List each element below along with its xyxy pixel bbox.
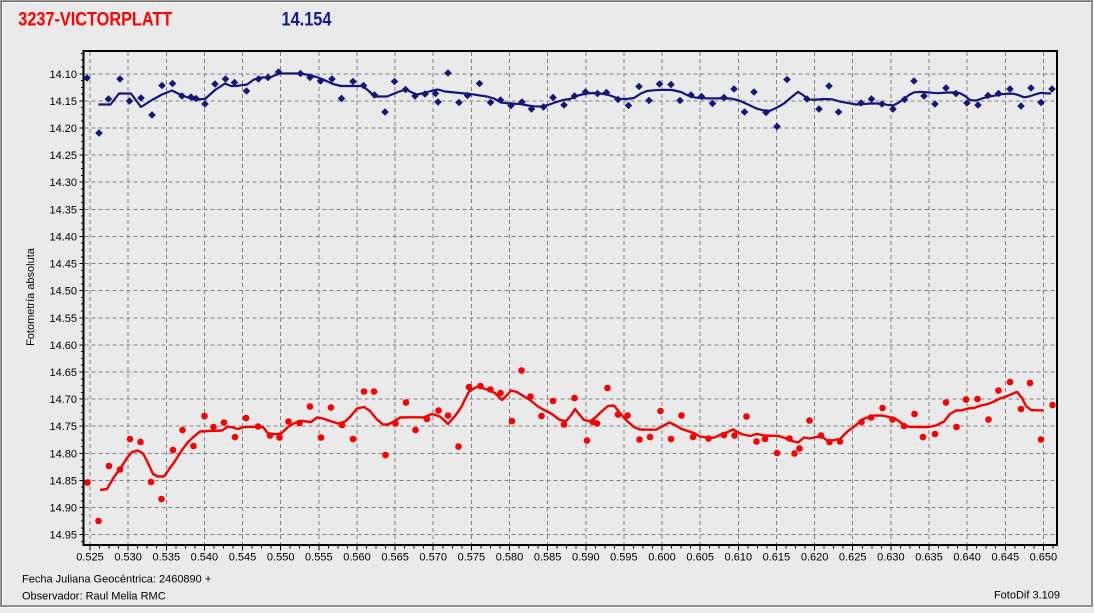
svg-text:0.575: 0.575: [458, 552, 486, 564]
svg-text:14.15: 14.15: [49, 96, 77, 108]
svg-text:FotoDif 3.109: FotoDif 3.109: [994, 590, 1060, 602]
svg-text:14.80: 14.80: [49, 448, 77, 460]
svg-text:0.570: 0.570: [419, 552, 447, 564]
svg-text:14.70: 14.70: [49, 394, 77, 406]
svg-text:14.154: 14.154: [282, 10, 332, 31]
svg-text:3237-VICTORPLATT: 3237-VICTORPLATT: [18, 10, 172, 31]
svg-text:0.625: 0.625: [839, 552, 867, 564]
svg-text:14.50: 14.50: [49, 286, 77, 298]
svg-text:0.600: 0.600: [648, 552, 676, 564]
svg-text:0.585: 0.585: [534, 552, 562, 564]
svg-text:14.10: 14.10: [49, 69, 77, 81]
svg-text:0.545: 0.545: [229, 552, 257, 564]
svg-text:0.615: 0.615: [763, 552, 791, 564]
svg-text:14.65: 14.65: [49, 367, 77, 379]
svg-text:0.535: 0.535: [153, 552, 181, 564]
svg-text:0.565: 0.565: [381, 552, 409, 564]
svg-text:0.540: 0.540: [191, 552, 219, 564]
svg-text:0.555: 0.555: [305, 552, 333, 564]
svg-text:14.20: 14.20: [49, 123, 77, 135]
svg-text:0.550: 0.550: [267, 552, 295, 564]
svg-text:0.530: 0.530: [114, 552, 142, 564]
svg-text:14.95: 14.95: [49, 530, 77, 542]
svg-text:0.605: 0.605: [686, 552, 714, 564]
svg-text:14.30: 14.30: [49, 177, 77, 189]
svg-text:0.645: 0.645: [992, 552, 1020, 564]
svg-text:14.85: 14.85: [49, 475, 77, 487]
svg-text:0.640: 0.640: [953, 552, 981, 564]
svg-text:Observador: Raul Melia RMC: Observador: Raul Melia RMC: [22, 591, 166, 603]
svg-text:0.580: 0.580: [496, 552, 524, 564]
svg-text:0.590: 0.590: [572, 552, 600, 564]
svg-text:0.630: 0.630: [877, 552, 905, 564]
svg-text:14.35: 14.35: [49, 204, 77, 216]
svg-text:14.25: 14.25: [49, 150, 77, 162]
svg-text:0.610: 0.610: [725, 552, 753, 564]
svg-text:14.45: 14.45: [49, 259, 77, 271]
svg-text:Fotometría absoluta: Fotometría absoluta: [25, 247, 37, 346]
svg-text:Fecha Juliana Geocéntrica: 246: Fecha Juliana Geocéntrica: 2460890 +: [22, 574, 211, 586]
svg-text:0.650: 0.650: [1030, 552, 1058, 564]
svg-text:14.75: 14.75: [49, 421, 77, 433]
svg-text:0.635: 0.635: [915, 552, 943, 564]
svg-text:14.55: 14.55: [49, 313, 77, 325]
svg-text:0.620: 0.620: [801, 552, 829, 564]
svg-text:0.595: 0.595: [610, 552, 638, 564]
svg-text:14.40: 14.40: [49, 232, 77, 244]
svg-text:0.560: 0.560: [343, 552, 371, 564]
svg-text:0.525: 0.525: [76, 552, 104, 564]
svg-text:14.90: 14.90: [49, 503, 77, 515]
svg-text:14.60: 14.60: [49, 340, 77, 352]
